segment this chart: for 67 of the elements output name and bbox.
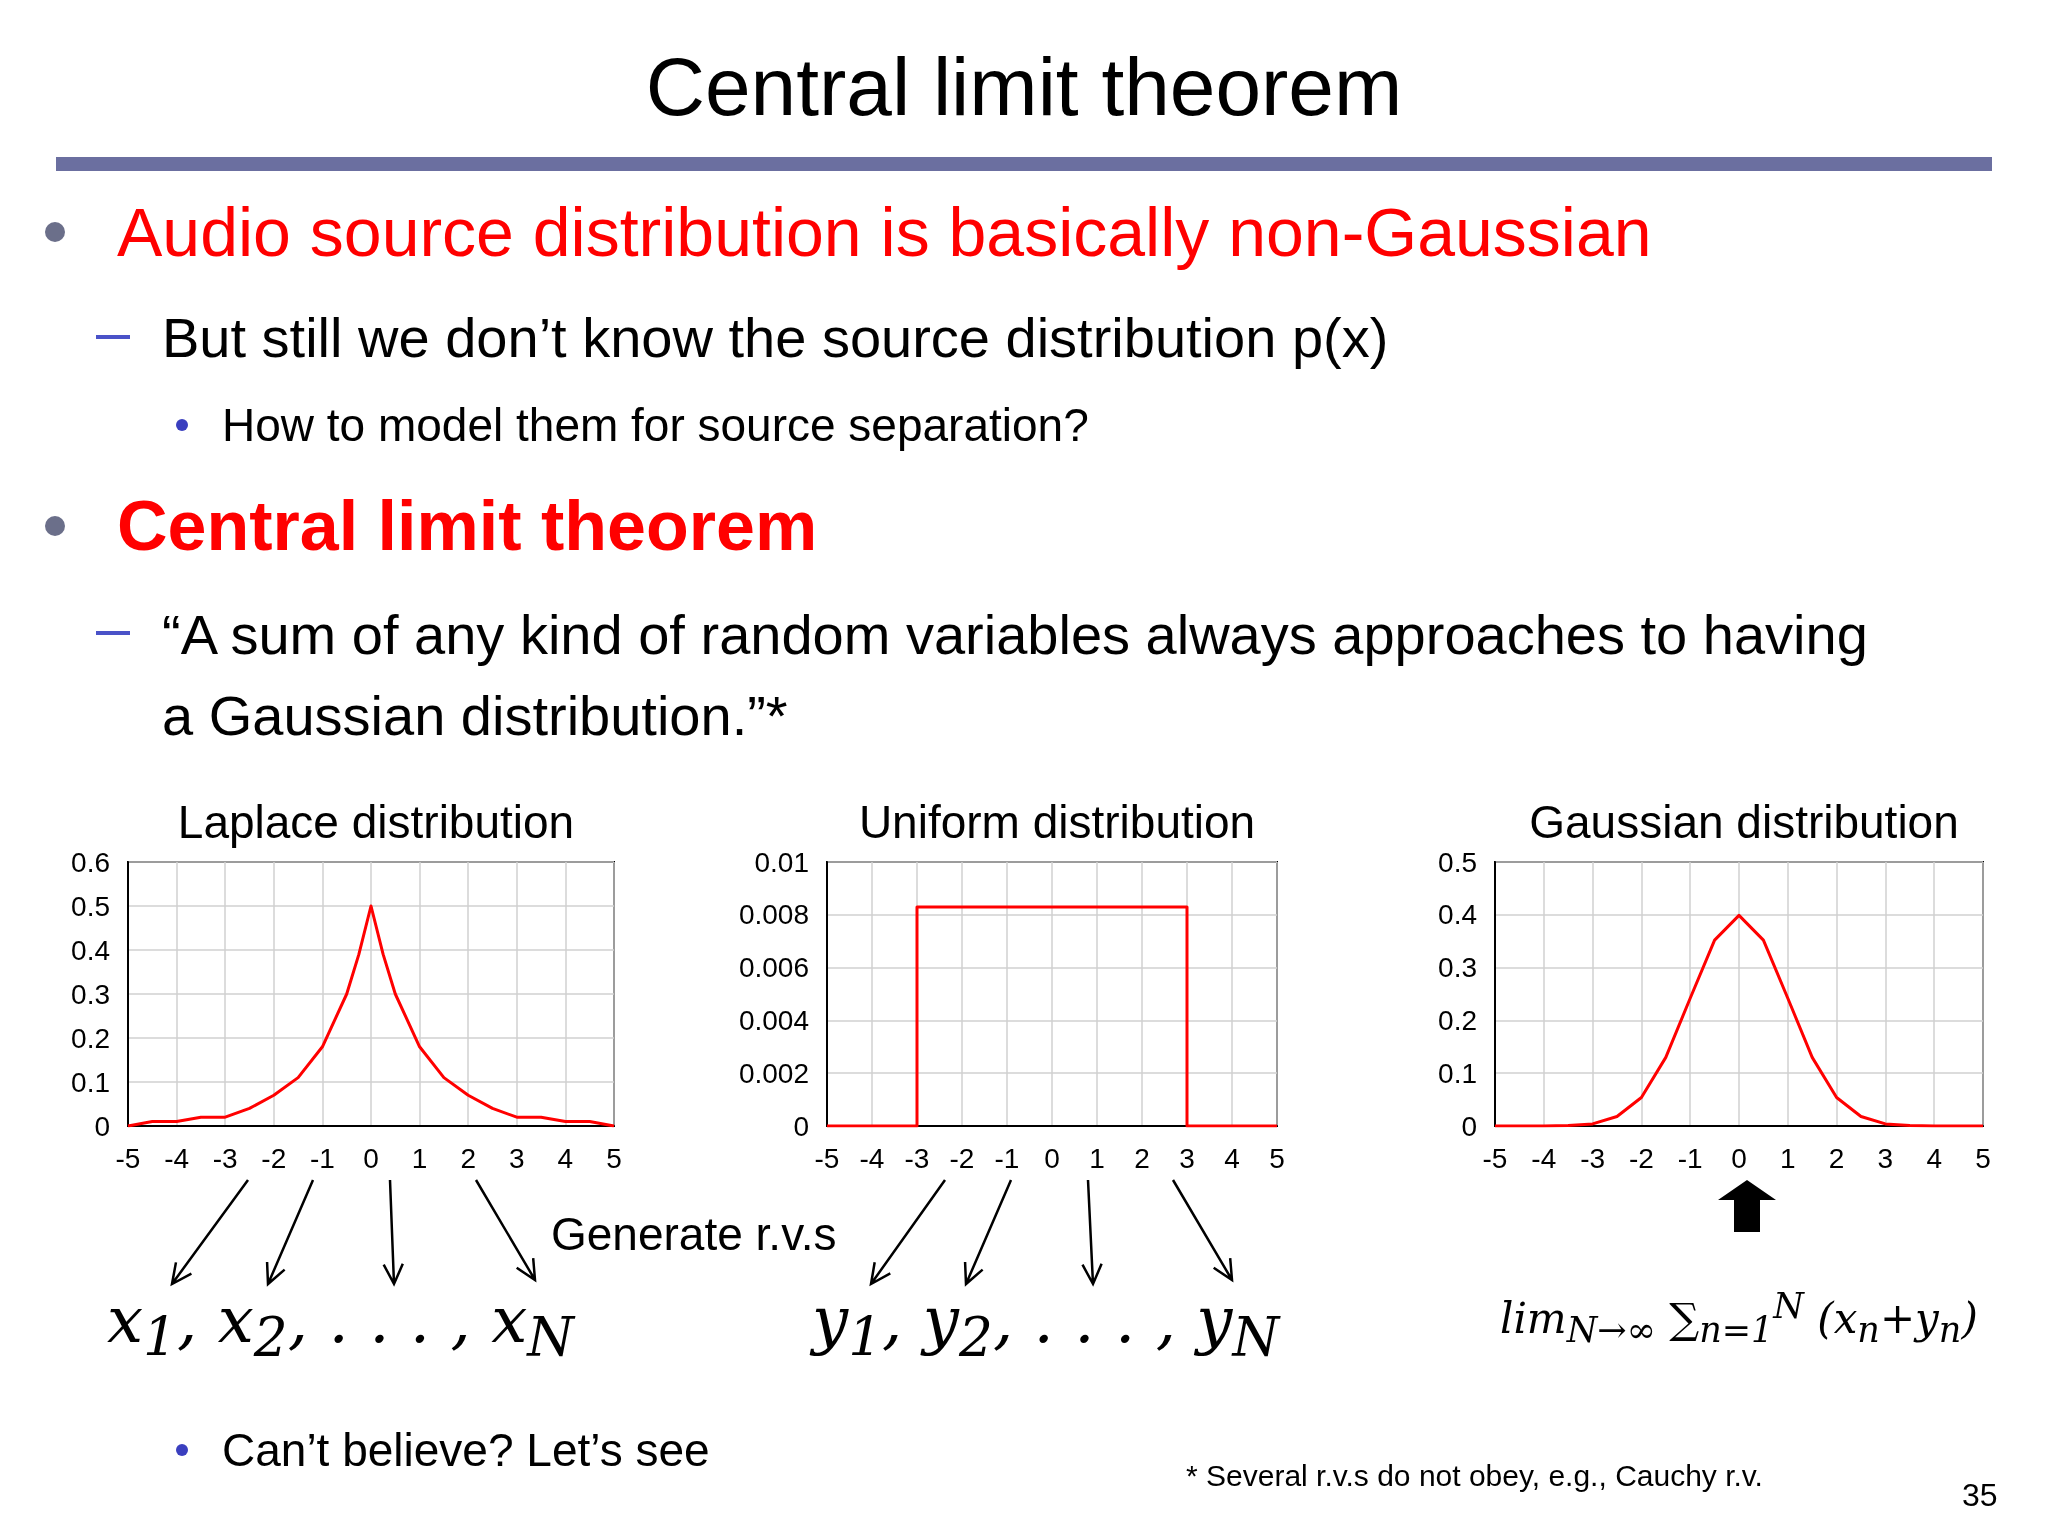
text: Audio source distribution is basically non-Gaussian <box>117 193 1652 271</box>
x-tick-label: -5 <box>814 1142 840 1174</box>
x-tick-label: 2 <box>1828 1142 1845 1174</box>
x-tick-label: 3 <box>509 1142 525 1174</box>
x-tick-label: 1 <box>1780 1142 1796 1174</box>
x-tick-label: 3 <box>1877 1142 1894 1174</box>
x-tick-label: -1 <box>994 1142 1020 1174</box>
y-tick-label: 0.004 <box>738 1004 809 1036</box>
x-tick-label: 4 <box>557 1142 574 1174</box>
y-tick-label: 0.4 <box>1438 899 1477 931</box>
x-tick-label: -5 <box>115 1142 141 1174</box>
text: Central limit theorem <box>644 40 1404 134</box>
y-tick-label: 0.5 <box>71 890 110 922</box>
text: Generate r.v.s <box>551 1207 837 1261</box>
text: “A sum of any kind of random variables always approaches to having a Gaussian distribution.”* <box>162 602 1869 750</box>
x-tick-label: 1 <box>1089 1142 1105 1174</box>
x-tick-label: -2 <box>261 1142 287 1174</box>
y-tick-label: 0.4 <box>71 934 110 966</box>
x-tick-label: -5 <box>1482 1142 1508 1174</box>
text: 35 <box>1962 1476 1998 1514</box>
x-tick-label: 0 <box>1044 1142 1060 1174</box>
x-tick-label: 4 <box>1926 1142 1942 1174</box>
x-tick-label: -2 <box>1628 1142 1654 1174</box>
text: lim$_{N→∞}$ ∑$_{n=1}$$^{N}$ (x$_{n}$+y$_{n}$) <box>1500 1285 1978 1351</box>
text: How to model them for source separation? <box>222 398 1089 452</box>
y-tick-label: 0.008 <box>738 899 809 931</box>
y-tick-label: 0.2 <box>1438 1004 1477 1036</box>
y-tick-label: 0 <box>793 1110 809 1142</box>
text: But still we don’t know the source distribution p(x) <box>162 304 1389 370</box>
x-tick-label: 1 <box>411 1142 428 1174</box>
y-tick-label: 0.01 <box>754 846 809 878</box>
text: * Several r.v.s do not obey, e.g., Cauchy r.v. <box>1186 1459 1763 1493</box>
y-tick-label: 0.2 <box>71 1022 110 1054</box>
x-tick-label: -1 <box>1677 1142 1703 1174</box>
x-tick-label: -3 <box>212 1142 238 1174</box>
y-tick-label: 0 <box>94 1110 110 1142</box>
text: Can’t believe? Let’s see <box>222 1423 710 1477</box>
x-tick-label: 5 <box>1975 1142 1991 1174</box>
x-tick-label: 2 <box>460 1142 476 1174</box>
x-tick-label: 2 <box>1134 1142 1150 1174</box>
x-tick-label: -3 <box>904 1142 930 1174</box>
x-tick-label: 0 <box>1731 1142 1747 1174</box>
x-tick-label: 0 <box>363 1142 379 1174</box>
x-tick-label: -3 <box>1580 1142 1606 1174</box>
x-tick-label: 4 <box>1224 1142 1240 1174</box>
x-tick-label: 5 <box>1269 1142 1285 1174</box>
x-tick-label: 5 <box>606 1142 622 1174</box>
chart-title: Gaussian distribution <box>1529 796 1959 848</box>
x-tick-label: -4 <box>164 1142 190 1174</box>
y-tick-label: 0.3 <box>1438 952 1477 984</box>
y-tick-label: 0.3 <box>71 978 110 1010</box>
x-tick-label: -2 <box>949 1142 975 1174</box>
text: Central limit theorem <box>117 486 818 566</box>
y-tick-label: 0.6 <box>71 846 110 878</box>
text: x$_{1}$, x$_{2}$, . . . , x$_{N}$ <box>107 1283 574 1369</box>
chart-title: Uniform distribution <box>858 796 1256 848</box>
x-tick-label: -1 <box>309 1142 335 1174</box>
x-tick-label: -4 <box>1531 1142 1557 1174</box>
y-tick-label: 0.006 <box>738 952 809 984</box>
y-tick-label: 0.002 <box>738 1057 809 1089</box>
y-tick-label: 0.5 <box>1438 846 1477 878</box>
x-tick-label: 3 <box>1179 1142 1195 1174</box>
y-tick-label: 0.1 <box>1438 1057 1477 1089</box>
x-tick-label: -4 <box>859 1142 885 1174</box>
y-tick-label: 0 <box>1461 1110 1477 1142</box>
chart-title: Laplace distribution <box>177 796 575 848</box>
y-tick-label: 0.1 <box>71 1066 110 1098</box>
